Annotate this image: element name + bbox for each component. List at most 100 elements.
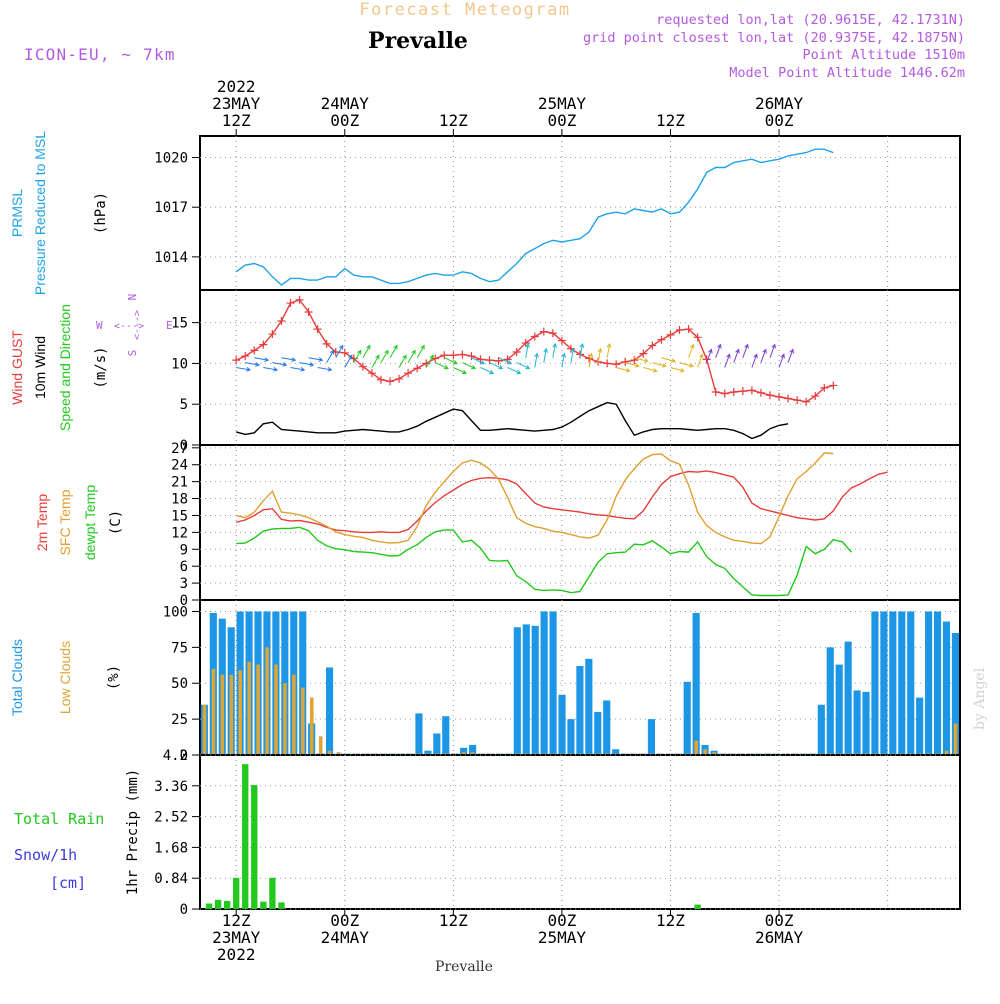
bar-total-clouds: [933, 611, 942, 755]
wind-arrow-head: [255, 362, 261, 367]
wind-arrow: [480, 367, 494, 374]
wind-arrow: [516, 362, 530, 369]
bar-total-clouds: [603, 700, 611, 755]
bar-low-clouds: [336, 752, 341, 755]
bar-total-clouds: [889, 611, 897, 755]
bottom-time-label: 12Z: [439, 911, 468, 930]
wind-arrow: [407, 350, 416, 363]
wind-arrow-head: [480, 360, 486, 365]
wind-arrow-head: [525, 342, 530, 348]
gust-marker: [413, 364, 422, 373]
panel-frame: [199, 754, 961, 910]
top-title: Forecast Meteogram: [359, 0, 570, 20]
wind-arrow: [299, 362, 314, 366]
model-name: ICON-EU, ~ 7km: [24, 45, 176, 64]
wind-arrow: [597, 348, 602, 363]
wind-arrow-head: [327, 367, 333, 372]
wind-arrow-head: [652, 368, 658, 373]
y-tick-label: 27: [171, 441, 188, 457]
bar-total-clouds: [558, 694, 566, 755]
credit: by Angel: [972, 667, 988, 730]
panel-precip: 0 0.84 1.68 2.52 3.36 4.2 Total Rain Snow/1h [cm…: [14, 748, 961, 918]
grid-point-coords: grid point closest lon,lat (20.9375E, 42…: [583, 30, 965, 46]
gust-marker: [630, 356, 639, 365]
wind-arrow: [561, 353, 565, 368]
top-time-label: 2022: [217, 77, 256, 96]
y-tick-label: 5: [180, 397, 188, 413]
bar-low-clouds: [247, 661, 251, 755]
wind-arrow-head: [507, 360, 513, 365]
bar-total-clouds: [925, 611, 933, 755]
wind-arrow-head: [516, 369, 522, 375]
wind-arrow-head: [780, 353, 785, 359]
bar-low-clouds: [211, 668, 216, 755]
compass-arrows: <--->: [114, 321, 144, 332]
wind-arrow: [435, 362, 449, 369]
bar-low-clouds: [202, 704, 207, 755]
bar-low-clouds: [318, 736, 323, 755]
gust-marker: [693, 333, 702, 342]
wind-arrow-head: [771, 343, 776, 349]
wind-arrow: [688, 344, 694, 358]
wind-arrow-head: [597, 347, 603, 353]
gust-marker: [304, 308, 313, 317]
gust-marker: [494, 356, 503, 365]
wind-arrow: [733, 349, 740, 363]
bar-total-clouds: [549, 611, 557, 755]
top-time-label: 12Z: [439, 111, 468, 130]
bar-total-clouds: [299, 611, 307, 755]
wind-arrow: [380, 350, 389, 363]
wind-arrow: [751, 354, 758, 368]
bar-low-clouds: [944, 750, 949, 755]
wind-arrow-head: [282, 362, 288, 367]
wind-arrow: [317, 367, 332, 371]
wind-arrow-head: [489, 369, 495, 375]
y-tick-label: 21: [171, 475, 188, 491]
wind-arrow: [335, 345, 344, 358]
wind-arrow: [706, 349, 712, 363]
gust-marker: [639, 349, 648, 358]
wind-arrow-head: [246, 367, 252, 372]
wind-arrow-head: [699, 353, 704, 359]
wind-arrow-head: [735, 348, 740, 354]
wind-arrow: [661, 357, 676, 362]
wind-arrow-head: [534, 352, 539, 358]
gust-marker: [747, 386, 756, 395]
gust-marker: [684, 325, 693, 334]
panel-frame: [199, 135, 961, 291]
bottom-time-label: 00Z: [330, 911, 359, 930]
wind-arrow: [308, 357, 323, 361]
y-tick-label: 1020: [154, 151, 188, 167]
y-tick-label: 1.68: [154, 840, 188, 856]
y-unit: (C): [108, 510, 124, 535]
bar-total-clouds: [683, 681, 691, 755]
bar-total-clouds: [907, 611, 915, 755]
gust-marker: [295, 295, 304, 304]
gust-marker: [793, 396, 802, 405]
wind-arrow-head: [762, 348, 767, 354]
bar-total-clouds: [817, 704, 825, 755]
top-time-label: 00Z: [547, 111, 576, 130]
wind-arrow: [344, 355, 353, 368]
bar-total-clouds: [880, 611, 888, 755]
wind-arrow: [272, 362, 287, 366]
wind-arrow-head: [300, 367, 306, 372]
gust-marker: [720, 389, 729, 398]
wind-arrow: [616, 367, 630, 372]
wind-arrow-head: [625, 368, 631, 373]
wind-arrow-head: [689, 363, 695, 368]
wind-arrow-head: [357, 349, 362, 355]
gust-marker: [376, 375, 385, 384]
bottom-time-label: 12Z: [222, 911, 251, 930]
y-tick-label: 3.36: [154, 779, 188, 795]
wind-arrow: [416, 345, 425, 358]
y-tick-label: 9: [180, 542, 188, 558]
gust-marker: [404, 369, 413, 378]
gust-marker: [232, 356, 241, 365]
compass-w: W: [96, 319, 103, 332]
bar-total-clouds: [442, 716, 450, 755]
panel-pressure: 1014 1017 1020 PRMSL Pressure Reduced to MSL…: [9, 131, 961, 295]
gust-marker: [648, 341, 657, 350]
gust-marker: [458, 350, 467, 359]
